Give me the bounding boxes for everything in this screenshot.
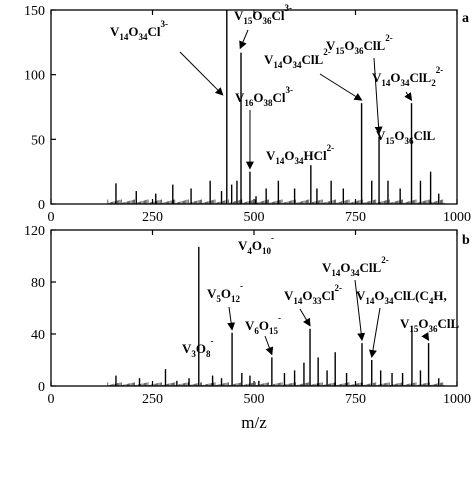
peak-annotation: V5O12- <box>207 281 243 304</box>
x-tick-label: 750 <box>345 392 366 407</box>
y-tick-label: 100 <box>24 69 45 84</box>
peak-annotation-part: ClL <box>438 316 460 331</box>
peak-annotation-part: O <box>394 128 404 143</box>
peak-annotation: V15O36ClL2- <box>326 33 393 56</box>
x-axis-title: m/z <box>241 413 267 432</box>
peak-annotation-part: O <box>221 286 231 301</box>
peak-annotation-part: Cl <box>148 24 161 39</box>
peak-annotation-part: 10 <box>262 246 272 256</box>
peak-annotation-part: O <box>374 288 384 303</box>
plot-frame <box>51 230 457 386</box>
peak-annotation-part: - <box>271 233 274 243</box>
peak-annotation: V15O36ClL <box>376 128 436 146</box>
peak-annotation-part: O <box>418 316 428 331</box>
peak-annotation: V14O34ClL22- <box>372 65 443 88</box>
peak-annotation-part: 2- <box>327 143 335 153</box>
annotation-arrow <box>265 336 272 354</box>
annotation-arrow <box>300 309 310 326</box>
peak-annotation: V16O38Cl3- <box>235 85 293 108</box>
annotation-arrow <box>229 307 232 330</box>
peak-annotation-part: 2 <box>431 78 436 88</box>
peak-annotation-part: ClL <box>414 128 436 143</box>
peak-annotation: V15O36Cl3- <box>234 3 292 26</box>
y-tick-label: 40 <box>31 328 45 343</box>
peak-annotation-part: H, <box>433 288 446 303</box>
peak-annotation-part: Cl <box>273 90 286 105</box>
peak-annotation-part: ClL <box>360 260 382 275</box>
peak-annotation-part: - <box>211 336 214 346</box>
peak-annotation: V6O15- <box>245 313 281 336</box>
peak-annotation: V14O33Cl2- <box>284 283 342 306</box>
x-tick-label: 0 <box>48 392 55 407</box>
peak-annotation-part: O <box>252 8 262 23</box>
annotation-arrow <box>180 52 223 95</box>
x-tick-label: 250 <box>142 210 163 225</box>
annotation-arrow <box>406 92 412 100</box>
peak-annotation: V14O34HCl2- <box>266 143 334 166</box>
x-tick-label: 1000 <box>443 392 471 407</box>
x-tick-label: 250 <box>142 392 163 407</box>
x-tick-label: 500 <box>244 392 265 407</box>
y-tick-label: 0 <box>38 380 45 395</box>
peak-annotation-part: O <box>282 52 292 67</box>
y-tick-label: 50 <box>31 133 45 148</box>
x-tick-label: 0 <box>48 210 55 225</box>
peak-annotation: V3O8- <box>182 336 214 359</box>
peak-annotation: V14O34ClL2- <box>322 255 389 278</box>
y-tick-label: 150 <box>24 4 45 19</box>
peak-annotation-part: 2- <box>385 33 393 43</box>
peak-annotation: V14O34ClL2- <box>264 47 331 70</box>
peak-annotation-part: O <box>128 24 138 39</box>
peak-annotation-part: 3- <box>285 3 293 13</box>
annotation-arrow <box>320 74 362 100</box>
peak-annotation-part: - <box>240 281 243 291</box>
peak-annotation-part: O <box>253 90 263 105</box>
peak-annotation-part: HCl <box>304 148 328 163</box>
plot-frame <box>51 10 457 204</box>
peak-annotation-part: O <box>302 288 312 303</box>
annotation-arrow <box>426 336 429 340</box>
y-tick-label: 80 <box>31 276 45 291</box>
peak-annotation-part: Cl <box>272 8 285 23</box>
peak-annotation-part: 8 <box>206 349 211 359</box>
peak-annotation-part: 3- <box>161 19 169 29</box>
peak-annotation-part: O <box>344 38 354 53</box>
peak-annotation-part: 2- <box>381 255 389 265</box>
peak-annotation-part: O <box>390 70 400 85</box>
peak-annotation-part: O <box>259 318 269 333</box>
peak-annotation-part: O <box>196 341 206 356</box>
peak-annotation-part: ClL(C <box>394 288 429 303</box>
peak-annotation-part: ClL <box>410 70 432 85</box>
peak-annotation-part: ClL <box>302 52 324 67</box>
peak-annotation-part: - <box>278 313 281 323</box>
peak-annotation: V14O34ClL(C4H, <box>356 288 447 306</box>
panel-letter: b <box>462 233 470 248</box>
y-tick-label: 120 <box>24 224 45 239</box>
peak-annotation: V14O34Cl3- <box>110 19 168 42</box>
peak-annotation: V4O10- <box>238 233 274 256</box>
peak-annotation: V15O36ClL <box>400 316 460 334</box>
x-tick-label: 1000 <box>443 210 471 225</box>
y-tick-label: 0 <box>38 198 45 213</box>
peak-annotation-part: 2- <box>436 65 444 75</box>
annotation-arrow <box>240 30 248 48</box>
peak-annotation-part: 15 <box>269 326 279 336</box>
peak-annotation-part: O <box>284 148 294 163</box>
annotation-arrow <box>372 308 380 357</box>
peak-annotation-part: O <box>252 238 262 253</box>
peak-annotation-part: 3- <box>286 85 294 95</box>
peak-annotation-part: O <box>340 260 350 275</box>
panel-letter: a <box>462 11 469 26</box>
peak-annotation-part: Cl <box>322 288 335 303</box>
x-tick-label: 500 <box>244 210 265 225</box>
x-tick-label: 750 <box>345 210 366 225</box>
peak-annotation-part: 12 <box>231 294 241 304</box>
peak-annotation-part: 2- <box>335 283 343 293</box>
peak-annotation-part: ClL <box>364 38 386 53</box>
panel-a: 0 250 500 750 1000 0 50 100 150 a V14O34Cl3- V15O36… <box>24 3 471 225</box>
